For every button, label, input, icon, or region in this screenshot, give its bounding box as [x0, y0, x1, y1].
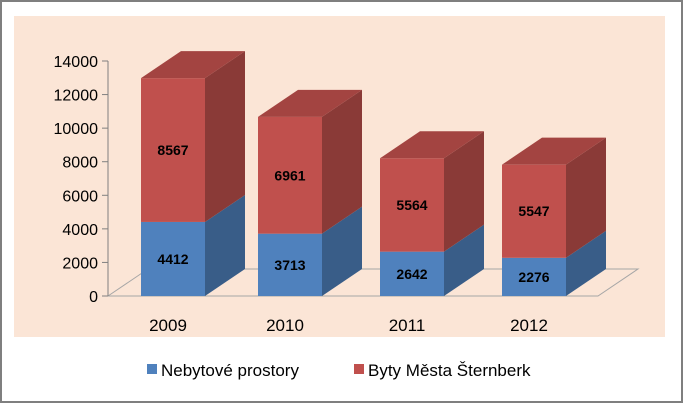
bar-side — [566, 230, 606, 296]
bar-front — [380, 251, 444, 296]
x-tick-label: 2009 — [149, 316, 187, 335]
bar-side — [444, 131, 484, 252]
bar-segment-nebytov-prostory — [258, 206, 362, 296]
legend-label: Nebytové prostory — [161, 361, 299, 380]
data-label: 6961 — [274, 167, 305, 183]
y-tick-label: 4000 — [62, 222, 98, 239]
y-tick-label: 0 — [89, 289, 98, 306]
bar-top — [502, 137, 606, 165]
legend: Nebytové prostory Byty Města Šternberk — [147, 361, 531, 380]
y-tick-label: 2000 — [62, 255, 98, 272]
y-tick-label: 8000 — [62, 155, 98, 172]
bar-side — [444, 224, 484, 296]
bar-segment-byty-m-sta-ternberk — [141, 51, 245, 222]
bar-side — [205, 194, 245, 296]
axes: 0 2000 4000 6000 8000 10000 12000 14000 2009 2010… — [54, 54, 640, 335]
bar-segment-byty-m-sta-ternberk — [258, 89, 362, 234]
x-tick-label: 2010 — [266, 316, 304, 335]
bar-top — [141, 51, 245, 79]
y-tick-label: 10000 — [54, 121, 99, 138]
data-label: 3713 — [274, 257, 305, 273]
y-tick-label: 12000 — [54, 88, 99, 105]
bar-segment-nebytov-prostory — [380, 224, 484, 296]
data-label: 2276 — [518, 269, 549, 285]
bar-top — [380, 131, 484, 159]
data-labels: 4412 8567 3713 6961 2642 5564 2276 5547 — [157, 142, 549, 285]
legend-swatch — [147, 364, 157, 374]
bar-segment-nebytov-prostory — [502, 230, 606, 296]
bar-segment-byty-m-sta-ternberk — [502, 137, 606, 258]
x-tick-label: 2011 — [389, 316, 426, 335]
y-tick-label: 14000 — [54, 54, 99, 71]
bar-side — [322, 89, 362, 234]
y-tick-label: 6000 — [62, 188, 98, 205]
x-tick-label: 2012 — [510, 316, 548, 335]
bars — [141, 51, 606, 296]
bar-front — [141, 221, 205, 296]
data-label: 5547 — [518, 203, 549, 219]
bar-segment-byty-m-sta-ternberk — [380, 131, 484, 252]
bar-segment-nebytov-prostory — [141, 194, 245, 296]
bar-front — [258, 233, 322, 296]
bar-front — [380, 158, 444, 252]
bar-side — [205, 51, 245, 222]
legend-swatch — [354, 364, 364, 374]
bar-front — [502, 164, 566, 258]
bar-front — [258, 116, 322, 234]
bar-top — [258, 89, 362, 117]
data-label: 2642 — [396, 266, 427, 282]
data-label: 5564 — [396, 197, 427, 213]
legend-label: Byty Města Šternberk — [368, 361, 531, 380]
bar-front — [141, 78, 205, 222]
bar-front — [502, 257, 566, 296]
data-label: 8567 — [157, 142, 188, 158]
data-label: 4412 — [157, 251, 188, 267]
bar-side — [322, 206, 362, 296]
bar-side — [566, 137, 606, 258]
